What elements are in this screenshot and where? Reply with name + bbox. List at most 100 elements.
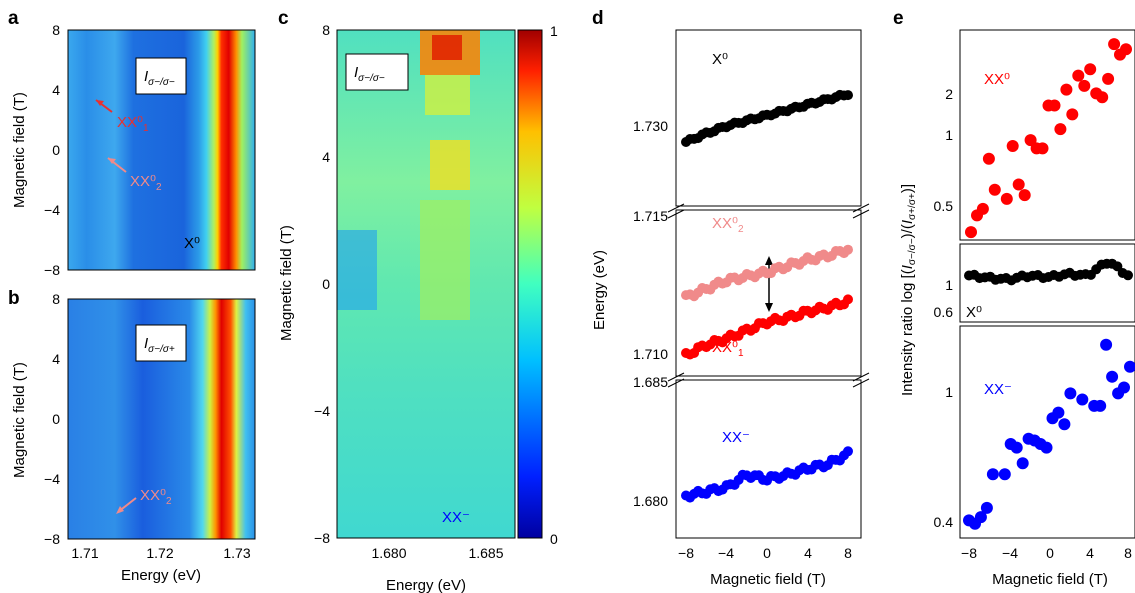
c-ylabel: Magnetic field (T) — [278, 225, 295, 341]
a-inset-box — [135, 57, 187, 95]
e-point-0-22 — [1102, 72, 1115, 85]
a-ytick-8: 8 — [52, 22, 60, 38]
d-xtick-8: 8 — [844, 545, 852, 561]
c-inset-box — [345, 53, 409, 91]
b-ytick-4: 4 — [52, 351, 60, 367]
a-inset-label: Iσ−/σ− — [144, 68, 175, 88]
e-point-2-17 — [1076, 393, 1089, 406]
e-point-2-24 — [1124, 360, 1135, 373]
panel-b-yticks: 8 4 0 −4 −8 — [44, 291, 60, 547]
e-top-tick-05: 0.5 — [934, 198, 954, 214]
c-hotspot-lower — [420, 200, 470, 320]
e-top-tick-1: 1 — [945, 127, 953, 143]
e-point-0-7 — [1012, 178, 1025, 191]
e-point-2-2 — [974, 511, 987, 524]
b-ytick-0: 0 — [52, 411, 60, 427]
c-xtick-1680: 1.680 — [371, 545, 406, 561]
e-xtick-0: 0 — [1046, 545, 1054, 561]
colorbar-tick-1: 1 — [550, 23, 558, 39]
d-ytick-1680: 1.680 — [633, 493, 668, 509]
d-point-3-40 — [843, 446, 853, 457]
e-point-0-9 — [1024, 134, 1037, 147]
b-ytick-m4: −4 — [44, 471, 60, 487]
e-point-2-23 — [1118, 381, 1130, 394]
e-point-2-16 — [1064, 387, 1077, 400]
e-point-0-13 — [1048, 99, 1061, 112]
panel-a-yticks: 8 4 0 −4 −8 — [44, 22, 60, 278]
c-ytick-8: 8 — [322, 22, 330, 38]
e-label-xx0: XX⁰ — [984, 71, 1010, 88]
e-point-0-3 — [982, 152, 995, 165]
e-label-x0: X⁰ — [966, 304, 982, 321]
e-point-0-19 — [1084, 63, 1097, 76]
d-ytick-1730: 1.730 — [633, 118, 668, 134]
e-top-tick-2: 2 — [945, 86, 953, 102]
c-ytick-4: 4 — [322, 149, 330, 165]
panel-e-yticks: 2 1 0.5 1 0.6 1 0.4 — [934, 86, 954, 530]
b-ytick-8: 8 — [52, 291, 60, 307]
d-xtick-0: 0 — [763, 545, 771, 561]
e-xlabel: Magnetic field (T) — [992, 571, 1108, 588]
panel-b-frame — [67, 298, 256, 540]
e-point-2-3 — [980, 501, 993, 514]
b-inset-box — [135, 324, 187, 362]
d-ylabel: Energy (eV) — [591, 250, 608, 330]
e-xtick-m8: −8 — [961, 545, 977, 561]
e-point-2-7 — [1010, 441, 1023, 454]
panel-label-e: e — [893, 8, 904, 29]
a-ytick-m8: −8 — [44, 262, 60, 278]
c-hotspot-mid — [430, 140, 470, 190]
e-point-0-14 — [1054, 123, 1067, 136]
panel-d-yticks: 1.730 1.715 1.710 1.685 1.680 — [633, 118, 668, 509]
panel-e-xticks: −8 −4 0 4 8 — [961, 545, 1132, 561]
c-ytick-m8: −8 — [314, 530, 330, 546]
panel-d-points — [681, 89, 853, 503]
e-point-0-18 — [1078, 79, 1091, 92]
d-point-0-40 — [843, 90, 853, 101]
a-ytick-4: 4 — [52, 82, 60, 98]
e-point-0-4 — [988, 183, 1001, 196]
c-cool-left — [337, 230, 377, 310]
panel-e-frames — [959, 29, 1135, 539]
b-label-xx02: XX⁰2 — [140, 487, 172, 507]
a-label-x0: X⁰ — [184, 235, 200, 252]
panel-label-d: d — [592, 8, 604, 29]
panel-c-hotspots — [337, 30, 480, 320]
d-label-x0: X⁰ — [712, 51, 728, 68]
a-label-xx01: XX⁰1 — [117, 114, 149, 134]
a-arrowhead-xx01 — [96, 100, 104, 106]
e-point-2-19 — [1094, 399, 1107, 412]
panel-d-xticks: −8 −4 0 4 8 — [678, 545, 852, 561]
e-point-0-6 — [1006, 140, 1019, 152]
e-point-1-30 — [1123, 270, 1133, 281]
d-ytick-1710: 1.710 — [633, 346, 668, 362]
e-xtick-4: 4 — [1086, 545, 1094, 561]
e-mid-tick-1: 1 — [945, 277, 953, 293]
panel-c-xticks: 1.680 1.685 — [371, 545, 503, 561]
d-ytick-1685: 1.685 — [633, 374, 668, 390]
e-mid-tick-06: 0.6 — [934, 304, 954, 320]
d-ytick-1715: 1.715 — [633, 208, 668, 224]
e-point-0-5 — [1000, 192, 1013, 205]
d-point-2-40 — [843, 294, 853, 305]
e-point-0-16 — [1066, 108, 1079, 121]
c-hotspot-upper — [425, 75, 470, 115]
e-point-0-15 — [1060, 83, 1073, 96]
c-xlabel: Energy (eV) — [386, 577, 466, 593]
b-arrowhead-xx02 — [116, 506, 124, 514]
colorbar-tick-0: 0 — [550, 531, 558, 547]
e-point-0-0 — [965, 226, 977, 239]
e-point-0-17 — [1072, 69, 1085, 82]
e-bot-tick-04: 0.4 — [934, 514, 954, 530]
e-point-2-20 — [1100, 338, 1113, 351]
panel-a-frame — [67, 29, 256, 271]
c-hotspot-peak — [432, 35, 462, 60]
e-xtick-8: 8 — [1124, 545, 1132, 561]
panel-label-a: a — [8, 8, 19, 29]
c-xtick-1685: 1.685 — [468, 545, 503, 561]
b-ylabel: Magnetic field (T) — [11, 362, 28, 478]
e-ylabel: Intensity ratio log [(Iσ−/σ−)/(Iσ+/σ+)] — [899, 184, 918, 396]
c-inset-label: Iσ−/σ− — [354, 64, 385, 84]
panel-label-b: b — [8, 288, 20, 309]
